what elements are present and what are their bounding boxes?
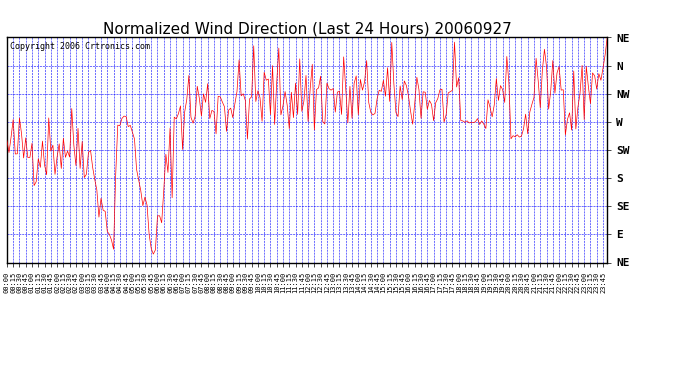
Text: Copyright 2006 Crtronics.com: Copyright 2006 Crtronics.com	[10, 42, 150, 51]
Title: Normalized Wind Direction (Last 24 Hours) 20060927: Normalized Wind Direction (Last 24 Hours…	[103, 21, 511, 36]
